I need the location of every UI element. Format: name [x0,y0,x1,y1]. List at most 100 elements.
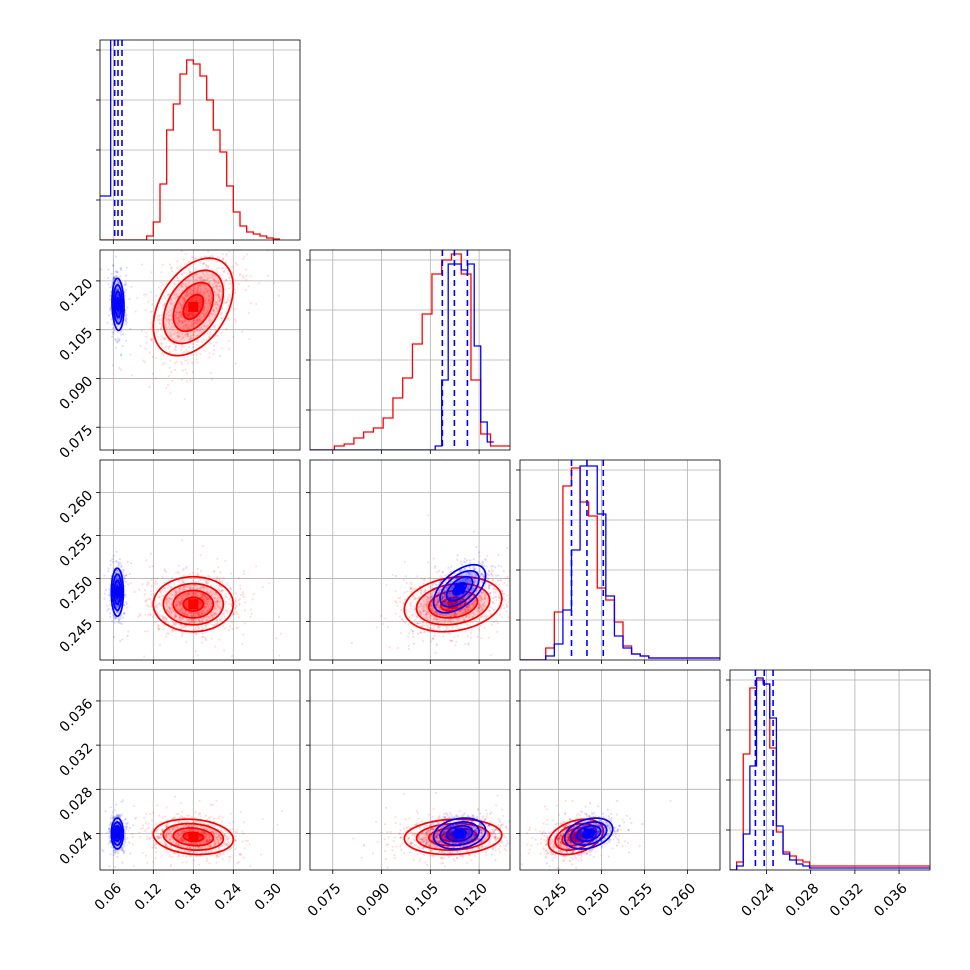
sample-point [394,600,397,603]
sample-point [429,623,432,627]
sample-point [215,285,218,288]
sample-point [213,596,216,599]
sample-point [187,325,190,328]
sample-point [117,611,120,614]
sample-point [470,629,473,632]
sample-point [186,362,189,365]
sample-point [191,334,194,337]
sample-point [428,597,431,600]
sample-point [480,608,483,612]
sample-point [477,594,480,598]
sample-point [184,299,187,302]
sample-point [181,612,184,615]
sample-point [171,302,174,305]
sample-point [480,581,483,584]
sample-point [225,300,228,303]
sample-point [168,601,171,605]
sample-point [216,599,219,603]
sample-point [419,631,422,634]
sample-point [455,612,458,615]
sample-point [437,594,440,597]
sample-point [181,320,184,324]
sample-point [176,597,179,600]
sample-point [443,619,446,622]
sample-point [125,574,128,577]
sample-point [241,642,244,646]
sample-point [194,257,197,260]
sample-point [163,587,166,590]
sample-point [164,570,168,574]
sample-point [176,267,179,270]
sample-point [210,259,214,262]
sample-point [169,392,172,395]
sample-point [200,326,203,329]
sample-point [206,590,209,593]
sample-point [423,631,426,634]
sample-point [208,301,211,305]
sample-point [268,582,271,585]
sample-point [203,292,206,295]
sample-point [238,274,241,277]
sample-point [194,267,197,270]
sample-point [173,616,176,620]
sample-point [112,636,115,639]
sample-point [222,257,225,260]
sample-point [168,584,171,588]
sample-point [193,331,196,334]
sample-point [153,582,156,585]
sample-point [506,601,509,604]
sample-point [466,610,469,613]
sample-point [117,616,120,620]
sample-point [143,655,146,658]
sample-point [154,294,158,297]
sample-point [181,285,184,288]
sample-point [149,590,153,593]
sample-point [425,606,428,610]
sample-point [168,606,171,609]
sample-point [526,571,528,573]
sample-point [238,602,241,605]
sample-point [180,311,183,314]
sample-point [130,374,133,377]
sample-point [117,312,120,315]
sample-point [190,321,193,324]
sample-point [179,616,182,619]
sample-point [207,289,210,292]
sample-point [435,584,438,587]
sample-point [436,605,439,608]
sample-point [448,597,451,600]
sample-point [413,609,416,612]
sample-point [182,613,185,616]
sample-point [465,615,468,619]
sample-point [480,606,484,609]
sample-point [212,309,215,312]
sample-point [196,353,199,356]
sample-point [224,267,227,270]
sample-point [128,572,131,576]
sample-point [477,606,481,610]
sample-point [195,321,198,324]
sample-point [125,339,128,342]
sample-point [171,621,174,624]
sample-point [180,600,183,604]
sample-point [124,593,127,597]
sample-point [204,606,207,609]
sample-point [159,591,163,595]
sample-point [443,592,446,596]
sample-point [161,589,164,592]
sample-point [184,279,188,282]
sample-point [168,606,171,609]
sample-point [200,290,204,294]
sample-point [181,588,184,591]
sample-point [222,257,225,260]
sample-point [399,596,402,599]
sample-point [120,333,123,336]
sample-point [203,305,206,308]
sample-point [208,276,211,279]
sample-point [429,626,432,629]
sample-point [421,607,424,611]
sample-point [460,594,463,597]
sample-point [168,607,171,610]
sample-point [202,620,205,623]
sample-point [192,276,195,279]
